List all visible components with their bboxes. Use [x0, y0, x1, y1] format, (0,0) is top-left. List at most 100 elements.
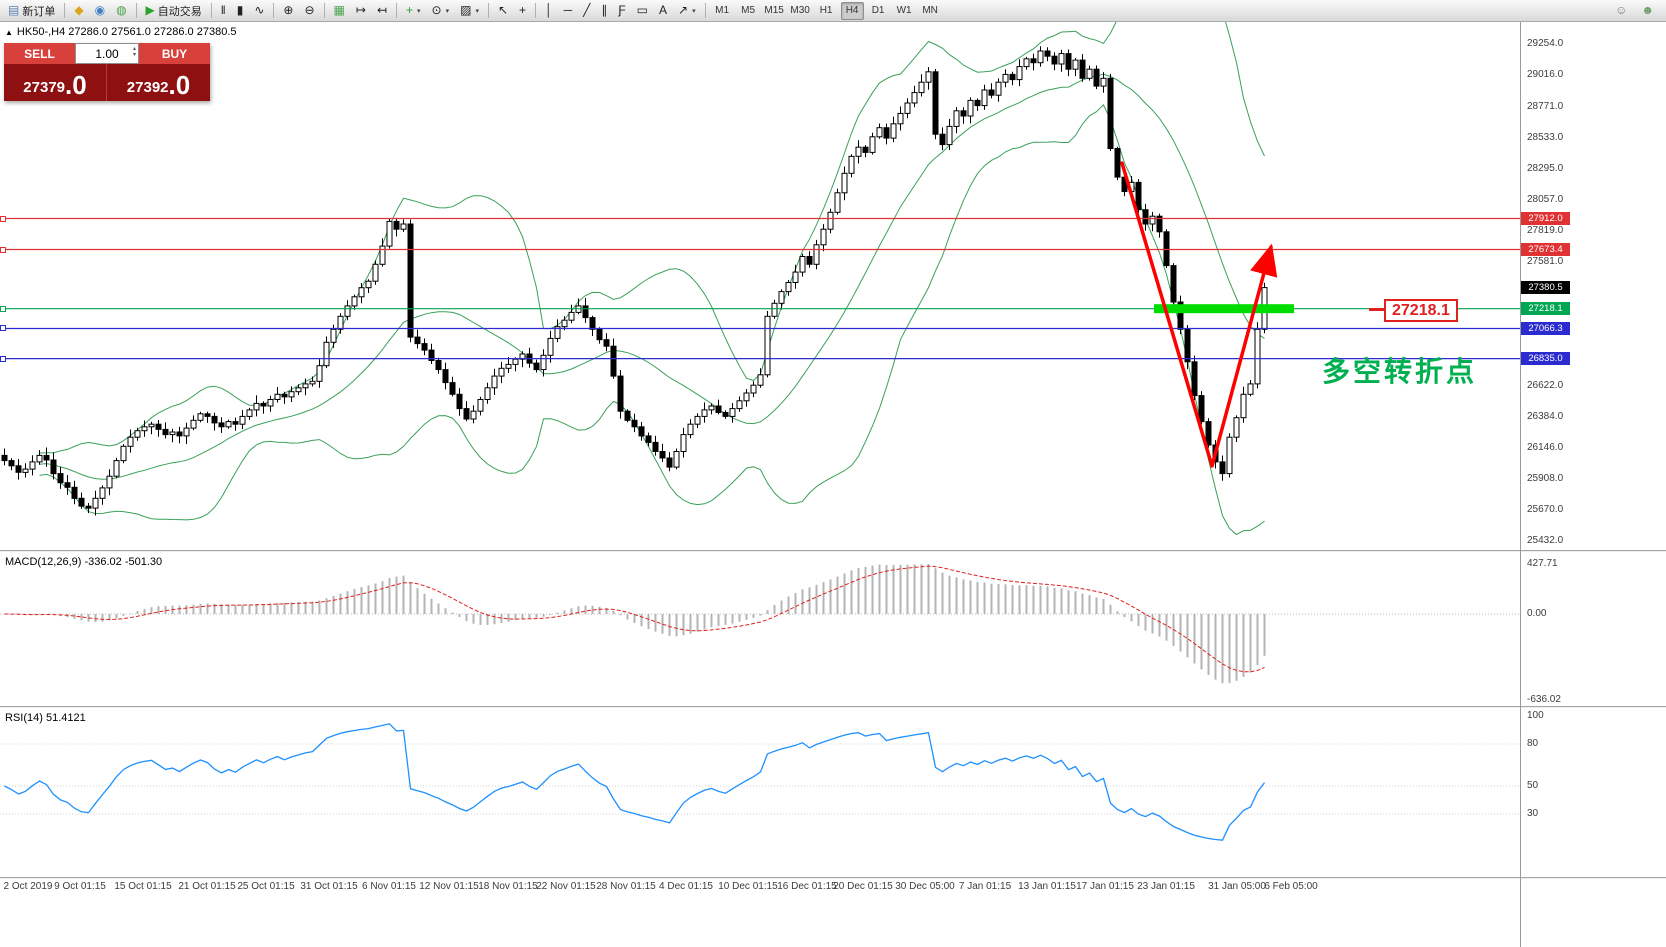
- channel-button[interactable]: ∥: [596, 1, 612, 20]
- periods-button[interactable]: ⊙ ▾: [427, 1, 455, 20]
- timeframe-w1-button[interactable]: W1: [896, 5, 912, 16]
- shapes-button[interactable]: ▭: [632, 1, 653, 20]
- sell-price-main: 27379: [23, 79, 66, 96]
- timeframe-m1-button[interactable]: M1: [715, 5, 730, 16]
- crosshair-button[interactable]: +: [514, 1, 531, 20]
- metaeditor-button[interactable]: ◆: [69, 1, 88, 20]
- price-axis-tick: 25670.0: [1527, 504, 1564, 516]
- time-axis-tick: 13 Jan 01:15: [1018, 881, 1076, 892]
- timeframe-d1-button[interactable]: D1: [871, 5, 885, 16]
- zoom-in-button[interactable]: ⊕: [278, 1, 298, 20]
- timeframe-h4-button[interactable]: H4: [840, 1, 864, 20]
- line-handle[interactable]: [0, 355, 6, 362]
- line-handle[interactable]: [0, 246, 6, 253]
- chat-button[interactable]: ☻: [1636, 1, 1659, 20]
- buy-price[interactable]: 27392 .0: [107, 64, 210, 101]
- bollinger-upper-band: [39, 0, 1265, 454]
- volume-down-arrow-icon[interactable]: ▾: [132, 52, 136, 58]
- support-price-callout[interactable]: 27218.1: [1384, 299, 1458, 322]
- time-axis-tick: 31 Jan 05:00: [1208, 881, 1266, 892]
- current-price-badge: 27380.5: [1521, 281, 1570, 295]
- periods-icon: ⊙: [431, 3, 442, 17]
- time-axis-tick: 25 Oct 01:15: [237, 881, 295, 892]
- cursor-button[interactable]: ↖: [493, 1, 513, 20]
- macd-axis-tick: 0.00: [1527, 608, 1547, 619]
- time-axis-tick: 4 Dec 01:15: [659, 881, 713, 892]
- line-handle[interactable]: [0, 325, 6, 332]
- timeframe-m5-button[interactable]: M5: [741, 5, 756, 16]
- sell-price[interactable]: 27379 .0: [4, 64, 106, 101]
- arrows-icon: ↗: [678, 3, 689, 17]
- market-button[interactable]: ◍: [111, 1, 131, 20]
- toolbar-separator: [64, 3, 66, 18]
- text-button[interactable]: A: [654, 1, 672, 20]
- time-axis-tick: 9 Oct 01:15: [54, 881, 106, 892]
- bar-chart-type-button[interactable]: ‖: [216, 1, 231, 20]
- auto-trading-icon: ▶: [145, 3, 155, 17]
- auto-scroll-button[interactable]: ↦: [351, 1, 371, 20]
- price-axis-border: [1520, 22, 1521, 947]
- volume-up-arrow-icon[interactable]: ▴: [132, 46, 136, 52]
- price-axis-tick: 28057.0: [1527, 193, 1564, 205]
- buy-price-main: 27392: [126, 79, 169, 96]
- buy-button[interactable]: BUY: [139, 43, 210, 64]
- auto-trading-button[interactable]: ▶ 自动交易: [141, 1, 207, 20]
- time-axis-tick: 31 Oct 01:15: [300, 881, 358, 892]
- new-order-button-label: 新订单: [22, 5, 56, 18]
- rsi-indicator-label: RSI(14) 51.4121: [5, 712, 86, 724]
- time-axis-tick: 18 Nov 01:15: [478, 881, 538, 892]
- timeframe-m15-button[interactable]: M15: [764, 5, 784, 16]
- templates-button[interactable]: ▨ ▾: [455, 1, 484, 20]
- community-smiley-button[interactable]: ☺: [1610, 1, 1632, 20]
- macd-axis-tick: -636.02: [1527, 694, 1561, 705]
- line-handle[interactable]: [0, 215, 6, 222]
- price-axis-tick: 25432.0: [1527, 535, 1564, 546]
- timeframe-m30-button[interactable]: M30: [790, 5, 810, 16]
- rsi-axis-tick: 80: [1527, 738, 1539, 749]
- fibonacci-icon: Ƒ: [618, 3, 626, 17]
- metaeditor-icon: ◆: [74, 3, 84, 17]
- zoom-out-button[interactable]: ⊖: [299, 1, 319, 20]
- macd-rsi-splitter[interactable]: [0, 706, 1666, 708]
- cursor-icon: ↖: [497, 3, 509, 17]
- turning-point-annotation[interactable]: 多空转折点: [1322, 356, 1478, 387]
- candle-chart-type-button[interactable]: ▮: [232, 1, 249, 20]
- chart-title: ▲ HK50-,H4 27286.0 27561.0 27286.0 27380…: [5, 26, 237, 38]
- toolbar-separator: [323, 3, 325, 18]
- time-axis-tick: 20 Dec 01:15: [833, 881, 893, 892]
- fibonacci-button[interactable]: Ƒ: [613, 1, 630, 20]
- price-level-badge: 27673.4: [1521, 243, 1570, 257]
- price-level-badge: 27912.0: [1521, 212, 1570, 225]
- time-axis-tick: 30 Dec 05:00: [895, 881, 955, 892]
- toolbar-right-icons: ☺ ☻: [1610, 1, 1663, 20]
- support-highlight-bar[interactable]: [1154, 304, 1294, 314]
- timeframe-h1-button[interactable]: H1: [819, 5, 833, 16]
- time-axis-tick: 10 Dec 01:15: [718, 881, 778, 892]
- horizontal-level-lines[interactable]: [0, 217, 1520, 360]
- trend-arrow-annotation[interactable]: [1120, 161, 1278, 468]
- line-chart-type-button[interactable]: ∿: [249, 1, 269, 20]
- trendline-button[interactable]: ╱: [578, 1, 595, 20]
- volume-spinner: ▴ ▾: [133, 46, 136, 58]
- auto-trading-button-label: 自动交易: [157, 5, 202, 18]
- chart-macd-splitter[interactable]: [0, 550, 1666, 552]
- text-icon: A: [659, 3, 668, 17]
- timeframe-mn-button[interactable]: MN: [922, 5, 938, 16]
- chart-shift-button[interactable]: ↤: [372, 1, 392, 20]
- sell-price-big-digit: .0: [65, 70, 87, 100]
- price-level-badge: 27218.1: [1521, 302, 1570, 316]
- tile-windows-button[interactable]: ▦: [329, 1, 350, 20]
- sell-button[interactable]: SELL: [4, 43, 75, 64]
- vertical-line-button[interactable]: │: [540, 1, 558, 20]
- new-order-button[interactable]: ▤ 新订单: [3, 1, 60, 20]
- horizontal-line-button[interactable]: ─: [559, 1, 578, 20]
- bar-chart-type-icon: ‖: [220, 3, 226, 17]
- indicators-button[interactable]: + ▾: [401, 1, 426, 20]
- arrows-button[interactable]: ↗ ▾: [673, 1, 701, 20]
- community-button[interactable]: ◉: [90, 1, 110, 20]
- price-axis-tick: 28295.0: [1527, 162, 1564, 174]
- line-handle[interactable]: [0, 305, 6, 312]
- macd-axis-tick: 427.71: [1527, 558, 1558, 569]
- volume-input[interactable]: 1.00 ▴ ▾: [75, 43, 139, 64]
